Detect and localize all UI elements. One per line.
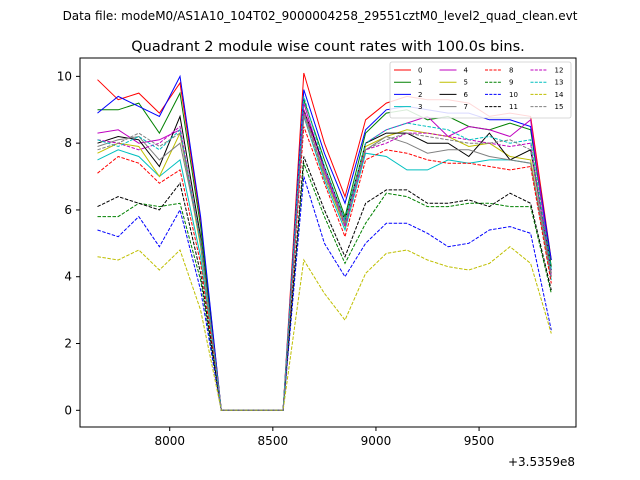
y-tick-label: 2 [64, 337, 72, 351]
y-tick-label: 8 [64, 136, 72, 150]
legend-label-3: 3 [418, 103, 422, 111]
legend-label-8: 8 [509, 67, 513, 75]
legend-label-12: 12 [555, 67, 564, 75]
series-line-12 [97, 109, 552, 411]
series-layer [97, 72, 552, 411]
y-tick-label: 10 [57, 69, 72, 83]
axes-frame [79, 57, 577, 428]
chart-title: Quadrant 2 module wise count rates with … [131, 39, 525, 55]
x-tick-label: 8000 [154, 434, 185, 448]
legend-box [389, 61, 572, 119]
series-line-15 [97, 116, 552, 411]
legend-label-6: 6 [464, 91, 469, 99]
series-line-11 [97, 156, 552, 411]
series-line-7 [97, 112, 552, 411]
legend-label-9: 9 [509, 79, 513, 87]
series-line-8 [97, 126, 552, 411]
legend-label-0: 0 [418, 67, 422, 75]
legend-label-7: 7 [464, 103, 468, 111]
series-line-14 [97, 246, 552, 411]
figure-suptitle: Data file: modeM0/AS1A10_104T02_90000042… [63, 9, 578, 23]
x-axis-offset-label: +3.5359e8 [508, 455, 575, 469]
legend-label-13: 13 [555, 79, 564, 87]
y-tick-label: 4 [64, 270, 72, 284]
series-line-5 [97, 109, 552, 411]
y-tick-label: 0 [64, 403, 72, 417]
legend-label-11: 11 [509, 103, 518, 111]
legend-label-15: 15 [555, 103, 564, 111]
legend-label-1: 1 [418, 79, 422, 87]
series-line-13 [97, 96, 552, 411]
series-line-10 [97, 176, 552, 411]
x-tick-label: 8500 [258, 434, 289, 448]
legend-label-10: 10 [509, 91, 518, 99]
x-tick-label: 9500 [464, 434, 495, 448]
series-line-3 [97, 116, 552, 411]
y-tick-label: 6 [64, 203, 72, 217]
series-line-9 [97, 163, 552, 411]
legend-label-2: 2 [418, 91, 422, 99]
legend-label-5: 5 [464, 79, 468, 87]
series-line-4 [97, 102, 552, 411]
series-line-0 [97, 72, 552, 411]
x-tick-label: 9000 [361, 434, 392, 448]
legend-label-4: 4 [464, 67, 469, 75]
legend-label-14: 14 [555, 91, 564, 99]
